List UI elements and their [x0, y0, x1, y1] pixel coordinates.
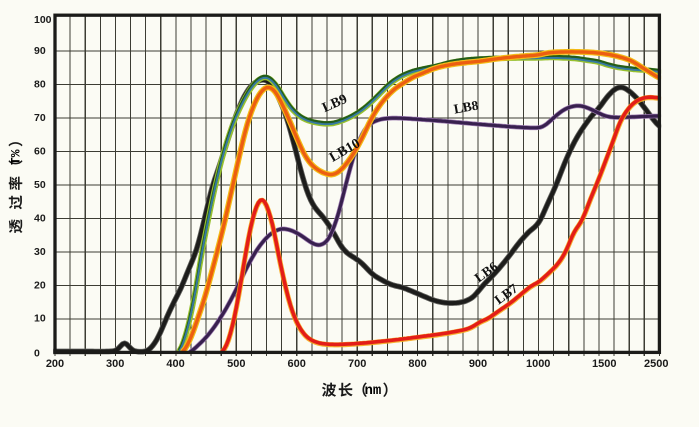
svg-text:2500: 2500: [644, 358, 668, 370]
svg-text:400: 400: [166, 358, 184, 370]
svg-text:10: 10: [34, 313, 46, 325]
svg-text:30: 30: [34, 246, 46, 258]
svg-text:500: 500: [227, 358, 245, 370]
svg-text:800: 800: [408, 358, 426, 370]
svg-text:300: 300: [106, 358, 124, 370]
svg-text:900: 900: [469, 358, 487, 370]
svg-text:0: 0: [34, 347, 40, 359]
svg-text:70: 70: [34, 112, 46, 124]
svg-text:600: 600: [288, 358, 306, 370]
svg-text:50: 50: [34, 179, 46, 191]
svg-text:80: 80: [34, 78, 46, 90]
svg-text:700: 700: [348, 358, 366, 370]
svg-text:LB8: LB8: [453, 97, 480, 116]
svg-text:1000: 1000: [526, 358, 550, 370]
svg-text:1500: 1500: [592, 358, 616, 370]
svg-text:nm: nm: [365, 383, 382, 399]
svg-text:40: 40: [34, 212, 46, 224]
svg-text:20: 20: [34, 279, 46, 291]
svg-text:100: 100: [34, 14, 52, 26]
svg-text:T%: T%: [9, 149, 24, 165]
svg-text:200: 200: [46, 358, 64, 370]
svg-text:90: 90: [34, 45, 46, 57]
svg-text:60: 60: [34, 145, 46, 157]
